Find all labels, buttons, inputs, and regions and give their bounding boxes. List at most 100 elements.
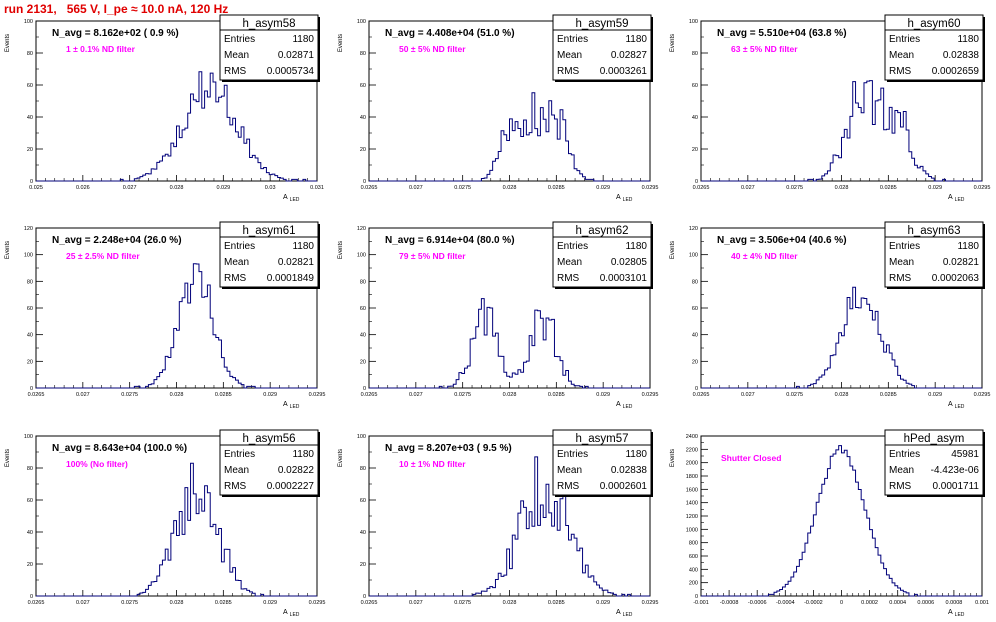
x-tick-label: 0.027 bbox=[76, 600, 90, 606]
y-tick-label: 80 bbox=[360, 466, 366, 472]
histogram-line bbox=[369, 92, 650, 182]
stat-value-mean: 0.02822 bbox=[278, 465, 315, 476]
histogram-line bbox=[369, 456, 650, 597]
stat-label-entries: Entries bbox=[557, 241, 588, 252]
x-tick-label: 0.0285 bbox=[548, 185, 565, 191]
y-tick-label: 60 bbox=[360, 498, 366, 504]
y-tick-label: 1400 bbox=[686, 501, 698, 507]
stat-value-rms: 0.0005734 bbox=[267, 66, 315, 77]
y-tick-label: 20 bbox=[360, 359, 366, 365]
x-tick-label: 0.026 bbox=[76, 185, 90, 191]
y-tick-label: 0 bbox=[363, 386, 366, 392]
stat-label-rms: RMS bbox=[889, 66, 912, 77]
y-axis-label: Events bbox=[5, 34, 11, 52]
stat-value-mean: 0.02871 bbox=[278, 50, 315, 61]
x-tick-label: 0.0275 bbox=[786, 185, 803, 191]
y-tick-label: 2000 bbox=[686, 461, 698, 467]
stat-label-rms: RMS bbox=[557, 66, 580, 77]
x-tick-label: 0.028 bbox=[503, 600, 517, 606]
y-tick-label: 100 bbox=[357, 253, 366, 259]
y-tick-label: 20 bbox=[27, 562, 33, 568]
x-tick-label: 0.0008 bbox=[945, 600, 962, 606]
stat-label-mean: Mean bbox=[557, 257, 582, 268]
stat-value-rms: 0.0001849 bbox=[267, 273, 315, 284]
stat-label-rms: RMS bbox=[557, 481, 580, 492]
stat-label-rms: RMS bbox=[224, 273, 247, 284]
stat-label-rms: RMS bbox=[889, 481, 912, 492]
histogram-line bbox=[36, 71, 317, 182]
x-tick-label: 0.027 bbox=[123, 185, 137, 191]
y-tick-label: 800 bbox=[689, 541, 698, 547]
y-tick-label: 100 bbox=[24, 19, 33, 25]
y-tick-label: 0 bbox=[363, 179, 366, 185]
y-tick-label: 100 bbox=[689, 253, 698, 259]
stat-label-rms: RMS bbox=[557, 273, 580, 284]
x-axis-label: A LED bbox=[283, 194, 300, 203]
stat-label-mean: Mean bbox=[889, 50, 914, 61]
histogram-panel-hPed_asym: Events A LED -0.001 -0.0008 -0.0006 -0.0004 -0.… bbox=[670, 429, 989, 618]
x-axis-label: A LED bbox=[616, 194, 633, 203]
x-tick-label: 0.029 bbox=[928, 392, 942, 398]
statbox-title: h_asym57 bbox=[575, 433, 628, 445]
navg-label: N_avg = 6.914e+04 (80.0 %) bbox=[385, 235, 515, 246]
y-tick-label: 2400 bbox=[686, 434, 698, 440]
stat-label-rms: RMS bbox=[889, 273, 912, 284]
statbox bbox=[884, 221, 984, 288]
filter-label: 1 ± 0.1% ND filter bbox=[66, 44, 136, 54]
stat-value-mean: 0.02821 bbox=[943, 257, 980, 268]
stat-value-rms: 0.0002063 bbox=[932, 273, 980, 284]
y-tick-label: 80 bbox=[360, 51, 366, 57]
statbox-title: h_asym58 bbox=[242, 18, 295, 30]
stat-value-mean: 0.02838 bbox=[943, 50, 980, 61]
x-tick-label: 0.029 bbox=[263, 392, 277, 398]
x-tick-label: 0.0285 bbox=[880, 185, 897, 191]
y-tick-label: 20 bbox=[692, 147, 698, 153]
y-tick-label: 60 bbox=[27, 498, 33, 504]
stat-label-entries: Entries bbox=[224, 241, 255, 252]
x-tick-label: 0.0265 bbox=[693, 392, 710, 398]
y-tick-label: 20 bbox=[692, 359, 698, 365]
y-tick-label: 80 bbox=[692, 279, 698, 285]
y-tick-label: 40 bbox=[360, 333, 366, 339]
y-tick-label: 60 bbox=[360, 306, 366, 312]
x-axis-label: A LED bbox=[948, 401, 965, 410]
x-tick-label: 0.027 bbox=[409, 185, 423, 191]
x-tick-label: 0.0275 bbox=[454, 392, 471, 398]
x-axis-label: A LED bbox=[948, 194, 965, 203]
x-tick-label: 0.0275 bbox=[121, 600, 138, 606]
navg-label: N_avg = 4.408e+04 (51.0 %) bbox=[385, 28, 515, 39]
statbox bbox=[219, 429, 319, 496]
stat-value-mean: 0.02821 bbox=[278, 257, 315, 268]
x-axis-label: A LED bbox=[283, 609, 300, 618]
navg-label: N_avg = 8.643e+04 (100.0 %) bbox=[52, 443, 187, 454]
x-tick-label: 0.0295 bbox=[642, 392, 659, 398]
x-tick-label: 0.0265 bbox=[361, 600, 378, 606]
y-axis-label: Events bbox=[670, 241, 676, 259]
stat-label-mean: Mean bbox=[889, 465, 914, 476]
stat-label-entries: Entries bbox=[224, 449, 255, 460]
x-tick-label: 0.0295 bbox=[642, 185, 659, 191]
x-tick-label: 0.0295 bbox=[974, 392, 991, 398]
x-tick-label: 0.0285 bbox=[548, 600, 565, 606]
navg-label: N_avg = 3.506e+04 (40.6 %) bbox=[717, 235, 847, 246]
x-tick-label: 0.025 bbox=[29, 185, 43, 191]
x-tick-label: 0.0275 bbox=[454, 600, 471, 606]
y-tick-label: 120 bbox=[689, 226, 698, 232]
y-axis-label: Events bbox=[5, 241, 11, 259]
x-tick-label: 0.029 bbox=[263, 600, 277, 606]
y-axis-label: Events bbox=[338, 34, 344, 52]
histogram-panel-h_asym56: Events A LED 0.0265 0.027 0.0275 0.028 0.0285 0.… bbox=[5, 429, 325, 618]
x-axis-label: A LED bbox=[283, 401, 300, 410]
y-tick-label: 60 bbox=[27, 83, 33, 89]
y-tick-label: 80 bbox=[27, 51, 33, 57]
stat-label-entries: Entries bbox=[889, 34, 920, 45]
x-tick-label: 0.0265 bbox=[28, 600, 45, 606]
y-axis-label: Events bbox=[670, 449, 676, 467]
y-tick-label: 400 bbox=[689, 567, 698, 573]
stat-value-entries: 1180 bbox=[625, 449, 647, 460]
filter-label: Shutter Closed bbox=[721, 453, 781, 463]
x-tick-label: 0.0265 bbox=[361, 392, 378, 398]
y-tick-label: 1600 bbox=[686, 487, 698, 493]
x-tick-label: 0.027 bbox=[741, 392, 755, 398]
